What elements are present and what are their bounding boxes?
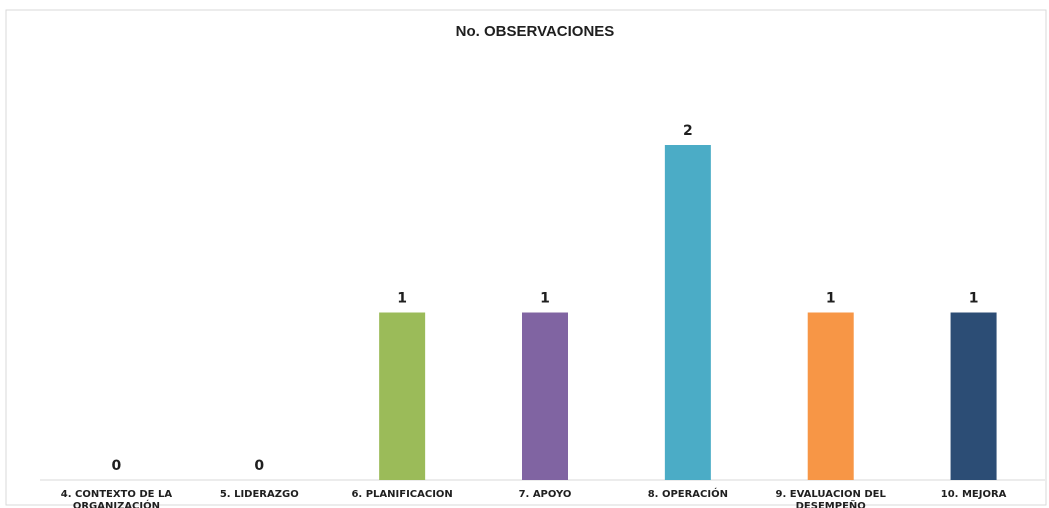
bar-3 xyxy=(379,313,425,481)
value-label-5: 2 xyxy=(683,123,693,139)
x-tick-label-2: 5. LIDERAZGO xyxy=(220,489,299,500)
value-label-3: 1 xyxy=(397,291,407,307)
chart-title: No. OBSERVACIONES xyxy=(456,23,615,40)
value-label-4: 1 xyxy=(540,291,550,307)
value-label-6: 1 xyxy=(826,291,836,307)
bar-5 xyxy=(665,145,711,480)
x-tick-label-7: 10. MEJORA xyxy=(941,489,1007,500)
x-tick-label-4: 7. APOYO xyxy=(519,489,572,500)
x-tick-label-5: 8. OPERACIÓN xyxy=(648,487,728,500)
bar-6 xyxy=(808,313,854,481)
x-tick-label-3: 6. PLANIFICACION xyxy=(351,489,452,500)
x-tick-label-1: 4. CONTEXTO DE LAORGANIZACIÓN xyxy=(61,489,173,508)
bar-4 xyxy=(522,313,568,481)
bar-7 xyxy=(951,313,997,481)
value-label-1: 0 xyxy=(112,458,122,474)
value-label-7: 1 xyxy=(969,291,979,307)
value-label-2: 0 xyxy=(254,458,264,474)
